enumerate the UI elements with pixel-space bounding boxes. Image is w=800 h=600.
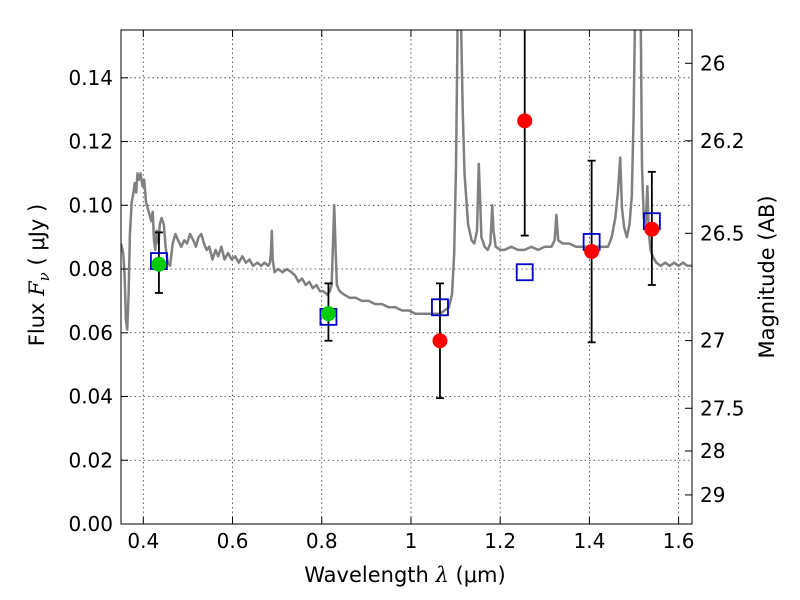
y-axis-label-prefix: Flux (25, 296, 49, 346)
x-tick-label: 1 (405, 529, 418, 553)
model-spectrum (121, 30, 692, 331)
x-tick-label: 1.6 (663, 529, 695, 553)
measurement-point (517, 113, 533, 129)
y2-tick-label: 27.5 (700, 396, 745, 420)
measurement-point (644, 221, 660, 237)
y-tick-label: 0.08 (68, 257, 113, 281)
y-tick-label: 0.04 (68, 385, 113, 409)
y2-tick-label: 28 (700, 439, 725, 463)
x-axis-label-unit: (μm) (449, 563, 506, 587)
x-axis-label: Wavelength λ (μm) (304, 563, 505, 587)
y2-axis-label: Magnitude (AB) (755, 195, 779, 358)
photometry-points (151, 113, 660, 349)
y2-tick-label: 29 (700, 483, 725, 507)
x-tick-label: 1.4 (573, 529, 605, 553)
y-axis-label-unit: ( μJy ) (25, 204, 49, 272)
y2-tick-label: 26 (700, 51, 725, 75)
x-tick-label: 0.4 (127, 529, 159, 553)
measurement-point (584, 244, 600, 260)
grid (121, 30, 692, 525)
y-axis-label-subscript: ν (35, 272, 53, 281)
y-tick-label: 0.10 (68, 193, 113, 217)
detection-point (151, 256, 167, 272)
model-spectrum-line (121, 30, 692, 331)
y2-tick-label: 26.2 (700, 129, 745, 153)
y-tick-label: 0.14 (68, 66, 113, 90)
y-axis-label: Flux Fν ( μJy ) (25, 204, 53, 346)
y-tick-label: 0.02 (68, 448, 113, 472)
y2-tick-label: 26.5 (700, 221, 745, 245)
y2-tick-label: 27 (700, 329, 725, 353)
error-bars (154, 30, 656, 400)
y-axis-label-symbol: F (25, 280, 49, 297)
x-tick-label: 0.6 (217, 529, 249, 553)
synthetic-flux-square (431, 298, 449, 317)
y-tick-label: 0.06 (68, 321, 113, 345)
x-axis-label-symbol: λ (435, 563, 449, 587)
x-axis-label-prefix: Wavelength (304, 563, 435, 587)
axis-ticks: 0.4 0.6 0.8 1 1.2 1.4 1.6 0.00 0.02 0.04 0.06 0.08 0… (68, 30, 745, 553)
x-tick-label: 1.2 (484, 529, 516, 553)
measurement-point (432, 333, 448, 349)
detection-point (320, 306, 336, 322)
synthetic-flux-square (515, 263, 534, 282)
y-tick-label: 0.12 (68, 130, 113, 154)
x-tick-label: 0.8 (306, 529, 338, 553)
y-tick-label: 0.00 (68, 512, 113, 536)
plot-frame (120, 29, 693, 525)
